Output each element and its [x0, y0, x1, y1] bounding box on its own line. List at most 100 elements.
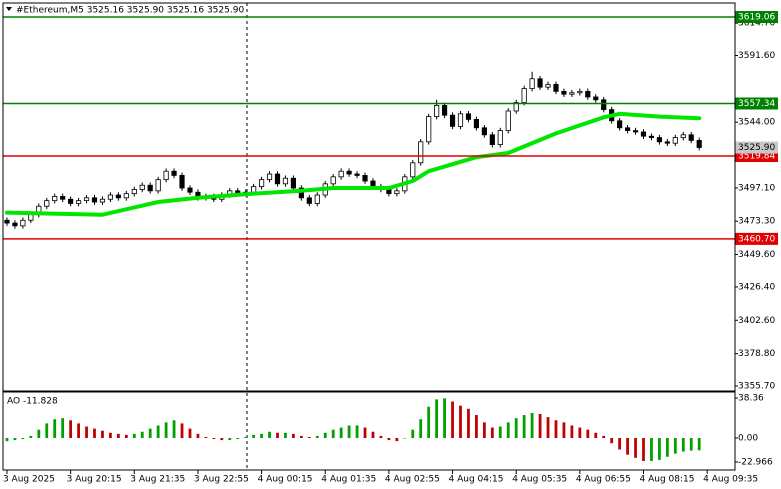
- candle-body: [561, 90, 567, 95]
- candle-body: [434, 104, 440, 117]
- ao-bar: [244, 436, 248, 438]
- candle-body: [545, 83, 551, 88]
- candle-body: [354, 173, 360, 176]
- ao-bar: [307, 436, 311, 438]
- y-tick-label: 3591.60: [738, 51, 775, 61]
- y-tick-label: 3473.30: [738, 217, 775, 227]
- ao-bar: [85, 426, 88, 438]
- candle-body: [187, 187, 193, 193]
- ao-bar: [411, 429, 415, 438]
- ao-bar: [284, 432, 287, 438]
- ao-bar: [602, 435, 606, 438]
- candle-body: [115, 194, 121, 199]
- ao-bar: [475, 415, 478, 438]
- ao-bar: [109, 432, 112, 438]
- candle-body: [123, 193, 129, 199]
- ao-bar: [673, 437, 677, 454]
- chart-title: #Ethereum,M5 3525.16 3525.90 3525.16 352…: [16, 6, 244, 16]
- candle-body: [386, 189, 392, 195]
- candle-body: [131, 189, 137, 195]
- candle-body: [179, 175, 185, 189]
- ao-bar: [387, 437, 391, 441]
- candle-body: [258, 179, 265, 188]
- candle-body: [91, 197, 98, 203]
- candle-body: [457, 113, 464, 127]
- ao-bar: [5, 437, 9, 442]
- ao-bar: [116, 433, 120, 438]
- ao-bar: [530, 412, 534, 438]
- ao-bar: [188, 428, 192, 438]
- candle-body: [664, 141, 670, 144]
- candle-body: [274, 173, 281, 185]
- ao-bar: [101, 430, 104, 438]
- x-tick-label: 3 Aug 2025: [3, 475, 55, 485]
- ao-bar: [506, 422, 510, 438]
- x-tick-label: 4 Aug 01:35: [321, 475, 376, 485]
- ao-bar: [140, 431, 144, 438]
- x-tick-label: 4 Aug 05:35: [512, 475, 567, 485]
- ao-bar: [562, 422, 566, 438]
- ao-bar: [228, 437, 232, 441]
- candle-body: [394, 190, 400, 195]
- candle-body: [362, 175, 368, 182]
- ao-bar: [148, 428, 152, 438]
- ao-bar: [331, 429, 335, 438]
- candle-body: [251, 186, 257, 193]
- ao-bar: [435, 399, 439, 438]
- candle-body: [12, 222, 18, 227]
- ao-bar: [419, 419, 423, 438]
- ao-bar: [204, 436, 208, 438]
- level-label: 3557.34: [738, 99, 775, 109]
- ao-bar: [610, 437, 614, 444]
- y-tick-label: 3449.60: [738, 250, 775, 260]
- candle-body: [163, 170, 169, 181]
- ao-bar: [689, 437, 693, 451]
- ao-bar: [634, 437, 637, 458]
- ao-bar: [658, 437, 661, 460]
- candle-body: [75, 200, 82, 204]
- ao-bar: [29, 435, 33, 438]
- candle-body: [489, 134, 495, 146]
- candle-body: [617, 120, 623, 129]
- x-tick-label: 4 Aug 06:55: [576, 475, 631, 485]
- x-tick-label: 3 Aug 22:55: [194, 475, 249, 485]
- moving-average: [5, 111, 702, 217]
- candle-body: [426, 116, 432, 143]
- ao-bar: [490, 427, 494, 438]
- ao-bar: [268, 431, 271, 438]
- candle-body: [330, 176, 336, 185]
- candle-body: [569, 92, 575, 95]
- ao-bar: [371, 431, 375, 438]
- ao-bar: [180, 423, 184, 438]
- main-layer: 3614.70 3591.60 3544.00 3497.10 3473.30 3449.…: [3, 11, 778, 485]
- ao-bar: [93, 428, 96, 438]
- candle-body: [497, 130, 503, 146]
- candle-body: [107, 194, 114, 200]
- ao-bar: [292, 433, 295, 438]
- ao-bar: [586, 429, 590, 438]
- candle-body: [441, 104, 448, 116]
- candle-body: [513, 102, 519, 112]
- ao-bar: [427, 406, 431, 438]
- ao-bar: [61, 418, 65, 438]
- candle-body: [4, 219, 10, 224]
- ao-bar: [522, 415, 526, 438]
- y-tick-label: 3497.10: [738, 183, 775, 193]
- candle-body: [83, 197, 90, 202]
- level-label-box: [735, 97, 778, 110]
- ao-bar: [69, 420, 73, 438]
- ao-bar: [554, 420, 558, 438]
- ao-bar: [403, 437, 407, 439]
- ao-bar: [196, 433, 200, 438]
- current-price-box: [735, 141, 778, 154]
- ao-bar: [546, 417, 550, 438]
- symbol-menu-arrow[interactable]: [6, 7, 12, 11]
- candle-body: [20, 219, 26, 227]
- ao-bar: [570, 425, 574, 438]
- candle-body: [465, 113, 472, 120]
- level-label-box: [735, 232, 778, 245]
- y-tick-label: 38.36: [738, 393, 764, 403]
- candle-body: [648, 135, 655, 139]
- y-tick-label: 3426.40: [738, 282, 775, 292]
- level-label: 3460.70: [738, 234, 775, 244]
